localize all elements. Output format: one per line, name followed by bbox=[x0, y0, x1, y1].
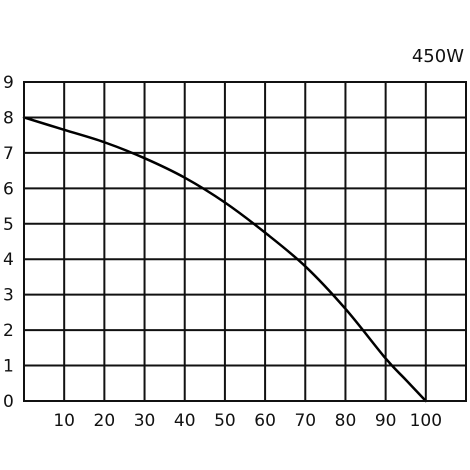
chart-title: 450W bbox=[412, 46, 464, 67]
x-tick-label: 80 bbox=[335, 411, 357, 431]
plot-frame bbox=[23, 81, 467, 402]
x-tick-label: 70 bbox=[294, 411, 316, 431]
y-tick-label: 6 bbox=[3, 179, 14, 199]
y-tick-label: 1 bbox=[3, 357, 14, 377]
y-tick-label: 3 bbox=[3, 286, 14, 306]
y-tick-label: 8 bbox=[3, 108, 14, 128]
y-axis-ticks: 0 1 2 3 4 5 6 7 8 9 bbox=[3, 73, 14, 412]
x-tick-label: 20 bbox=[94, 411, 116, 431]
grid bbox=[24, 82, 466, 401]
y-tick-label: 0 bbox=[3, 392, 14, 412]
y-tick-label: 5 bbox=[3, 215, 14, 235]
x-tick-label: 30 bbox=[134, 411, 156, 431]
x-tick-label: 100 bbox=[410, 411, 442, 431]
series-line bbox=[22, 116, 428, 403]
series-layer bbox=[22, 116, 428, 403]
y-tick-label: 7 bbox=[3, 144, 14, 164]
x-tick-label: 50 bbox=[214, 411, 236, 431]
x-tick-label: 60 bbox=[254, 411, 276, 431]
x-tick-label: 40 bbox=[174, 411, 196, 431]
x-tick-label: 90 bbox=[375, 411, 397, 431]
x-axis-ticks: 10 20 30 40 50 60 70 80 90 100 bbox=[53, 411, 442, 431]
y-tick-label: 4 bbox=[3, 250, 14, 270]
x-tick-label: 10 bbox=[53, 411, 75, 431]
y-tick-label: 2 bbox=[3, 321, 14, 341]
y-tick-label: 9 bbox=[3, 73, 14, 93]
